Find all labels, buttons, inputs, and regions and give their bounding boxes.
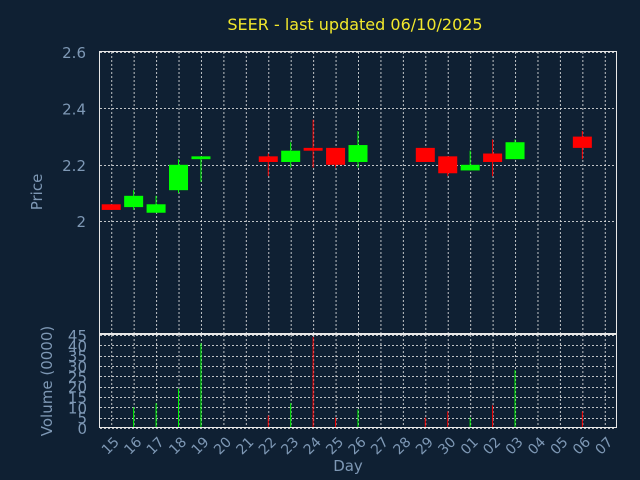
volume-tick-label: 40 — [68, 337, 87, 355]
volume-tick-label: 0 — [77, 420, 87, 438]
price-tick-label: 2 — [76, 213, 86, 231]
candle-body — [438, 156, 458, 174]
x-tick-label: 02 — [480, 434, 504, 458]
candle-body — [572, 136, 592, 148]
x-tick-label: 28 — [391, 434, 415, 458]
x-tick-label: 24 — [301, 434, 325, 458]
x-tick-label: 03 — [503, 434, 527, 458]
x-tick-label: 23 — [278, 434, 302, 458]
candle-body — [191, 156, 211, 160]
candle-body — [326, 147, 346, 165]
x-tick-label: 06 — [570, 434, 594, 458]
x-tick-label: 20 — [211, 434, 235, 458]
volume-tick-label: 45 — [68, 327, 87, 345]
price-tick-label: 2.2 — [62, 157, 86, 175]
volume-tick-label: 15 — [68, 389, 87, 407]
x-tick-label: 16 — [121, 434, 145, 458]
x-tick-label: 21 — [234, 434, 258, 458]
candle-body — [101, 204, 121, 210]
candle-body — [415, 147, 435, 162]
volume-tick-label: 10 — [68, 399, 87, 417]
x-tick-label: 04 — [525, 434, 549, 458]
volume-tick-label: 20 — [68, 379, 87, 397]
x-tick-label: 15 — [99, 434, 123, 458]
x-tick-labels: 1516171819202122232425262728293001020304… — [99, 434, 616, 458]
x-tick-label: 29 — [413, 434, 437, 458]
x-axis-label: Day — [333, 457, 363, 475]
x-tick-label: 27 — [368, 434, 392, 458]
price-grid — [100, 52, 616, 334]
candle-body — [169, 164, 189, 191]
chart-title: SEER - last updated 06/10/2025 — [227, 15, 482, 34]
x-tick-label: 07 — [592, 434, 616, 458]
price-panel: 2 2.2 2.4 2.6 — [62, 44, 617, 334]
volume-frame — [99, 334, 617, 428]
price-tick-labels: 2 2.2 2.4 2.6 — [62, 44, 86, 231]
volume-bars — [133, 337, 583, 428]
x-tick-label: 26 — [346, 434, 370, 458]
candle-body — [505, 142, 525, 160]
volume-tick-label: 5 — [77, 410, 87, 428]
x-tick-label: 25 — [323, 434, 347, 458]
x-tick-label: 17 — [144, 434, 168, 458]
candle-body — [146, 204, 166, 213]
volume-tick-label: 25 — [68, 368, 87, 386]
x-tick-label: 18 — [166, 434, 190, 458]
x-tick-label: 19 — [189, 434, 213, 458]
price-tick-label: 2.4 — [62, 100, 86, 118]
candle-body — [303, 147, 323, 151]
x-tick-label: 22 — [256, 434, 280, 458]
x-tick-label: 30 — [435, 434, 459, 458]
volume-axis-label: Volume (0000) — [38, 326, 56, 436]
price-tick-label: 2.6 — [62, 44, 86, 62]
candle-body — [460, 164, 480, 171]
candle-body — [281, 150, 301, 162]
x-tick-label: 01 — [458, 434, 482, 458]
price-axis-label: Price — [28, 174, 46, 211]
volume-tick-label: 30 — [68, 358, 87, 376]
candle-body — [258, 156, 278, 162]
candles — [101, 119, 592, 213]
candle-body — [124, 195, 144, 208]
candle-body — [483, 153, 503, 162]
x-tick-label: 05 — [548, 434, 572, 458]
price-frame — [99, 51, 617, 334]
volume-tick-label: 35 — [68, 348, 87, 366]
candle-body — [348, 145, 368, 162]
